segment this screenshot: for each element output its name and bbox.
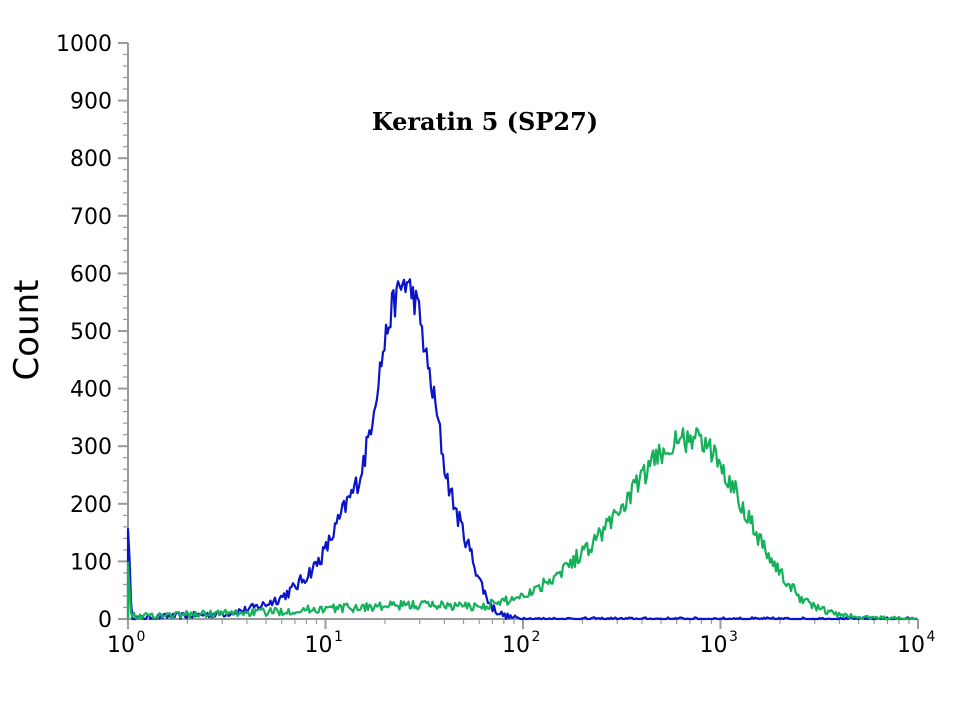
y-tick-label: 400	[70, 378, 112, 403]
y-tick-label: 100	[70, 550, 112, 575]
series-line-2	[126, 427, 918, 621]
y-tick-label: 700	[70, 205, 112, 230]
y-tick-label: 800	[70, 147, 112, 172]
y-tick-label: 200	[70, 493, 112, 518]
x-tick-label: 10	[700, 633, 728, 658]
y-tick-label: 1000	[56, 32, 112, 57]
x-tick-exponent: 0	[137, 629, 146, 645]
x-tick-exponent: 1	[334, 629, 343, 645]
x-tick-exponent: 4	[927, 629, 936, 645]
series-line-1	[126, 278, 917, 621]
x-tick-exponent: 2	[532, 629, 541, 645]
series-layer	[126, 278, 918, 621]
x-tick-label: 10	[502, 633, 530, 658]
x-tick-label: 10	[305, 633, 333, 658]
y-tick-label: 900	[70, 90, 112, 115]
y-axis-title: Count	[7, 280, 47, 381]
x-tick-label: 10	[107, 633, 135, 658]
x-tick-exponent: 3	[729, 629, 738, 645]
y-tick-label: 300	[70, 435, 112, 460]
y-tick-label: 500	[70, 320, 112, 345]
y-tick-label: 600	[70, 262, 112, 287]
y-tick-label: 0	[98, 608, 112, 633]
x-tick-label: 10	[897, 633, 925, 658]
chart-title: Keratin 5 (SP27)	[372, 107, 598, 136]
